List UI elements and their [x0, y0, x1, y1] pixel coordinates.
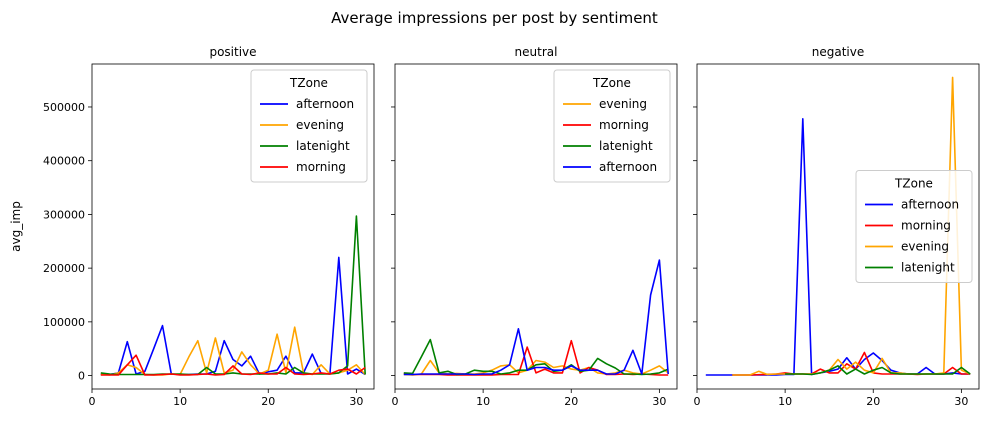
legend-box [553, 69, 671, 183]
y-tick-label: 500000 [43, 101, 85, 114]
x-tick-label: 20 [564, 395, 578, 408]
x-tick-label: 0 [392, 395, 399, 408]
series-line-afternoon [100, 256, 366, 376]
plot-frame [696, 63, 980, 390]
x-tick-label: 10 [778, 395, 792, 408]
x-tick-label: 30 [652, 395, 666, 408]
chart-panel-positive: positive 0 10 20 30 0 100000 200000 300000 400000… [9, 45, 375, 408]
legend: TZone evening morning latenight afternoon [553, 69, 671, 183]
series-line-latenight [403, 338, 669, 376]
legend-label: evening [599, 97, 647, 111]
chart-panel-neutral: neutral 0 10 20 30 TZone evening morning latenig… [391, 45, 678, 408]
legend-label: evening [901, 240, 949, 254]
legend-label: latenight [901, 261, 955, 275]
y-tick-label: 300000 [43, 208, 85, 221]
plot-frame [394, 63, 678, 390]
x-tick-label: 30 [349, 395, 363, 408]
legend-label: latenight [599, 139, 653, 153]
legend: TZone afternoon morning evening latenight [855, 170, 973, 283]
panel-title: neutral [515, 45, 558, 59]
legend-title: TZone [592, 76, 631, 90]
x-tick-label: 10 [173, 395, 187, 408]
x-tick-label: 30 [954, 395, 968, 408]
legend: TZone afternoon evening latenight morning [250, 69, 368, 183]
y-axis-label: avg_imp [9, 201, 23, 252]
legend-label: morning [599, 118, 649, 132]
y-tick-label: 0 [78, 370, 85, 383]
legend-label: afternoon [901, 198, 959, 212]
y-tick-label: 200000 [43, 262, 85, 275]
x-tick-label: 10 [476, 395, 490, 408]
y-tick-label: 100000 [43, 316, 85, 329]
y-tick-label: 400000 [43, 155, 85, 168]
x-tick-label: 20 [866, 395, 880, 408]
series-line-latenight [785, 365, 971, 376]
series-line-morning [100, 354, 366, 376]
legend-label: morning [296, 160, 346, 174]
legend-label: afternoon [296, 97, 354, 111]
legend-title: TZone [289, 76, 328, 90]
legend-box [855, 170, 973, 283]
series-line-evening [100, 326, 366, 376]
legend-label: latenight [296, 139, 350, 153]
x-tick-label: 0 [89, 395, 96, 408]
plot-frame [91, 63, 375, 390]
legend-label: afternoon [599, 160, 657, 174]
chart-panel-negative: negative 0 10 20 30 TZone afternoon morning even… [693, 45, 980, 408]
x-tick-label: 0 [694, 395, 701, 408]
legend-label: evening [296, 118, 344, 132]
panel-title: negative [812, 45, 864, 59]
x-tick-label: 20 [261, 395, 275, 408]
legend-title: TZone [894, 177, 933, 191]
legend-box [250, 69, 368, 183]
series-line-afternoon [403, 259, 669, 376]
series-line-morning [403, 339, 669, 376]
panel-title: positive [209, 45, 256, 59]
series-line-latenight [100, 215, 366, 376]
figure-title: Average impressions per post by sentimen… [331, 9, 658, 27]
legend-label: morning [901, 219, 951, 233]
